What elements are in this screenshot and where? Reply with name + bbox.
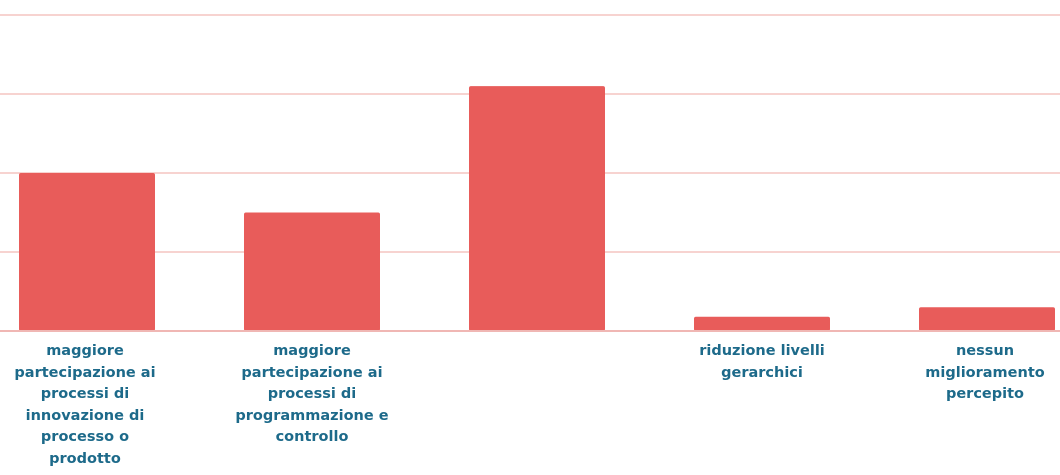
category-label: riduzione livelli gerarchici bbox=[699, 343, 825, 381]
category-label: maggiore partecipazione ai processi di p… bbox=[235, 343, 389, 445]
bar bbox=[694, 316, 830, 331]
bar bbox=[19, 173, 155, 331]
bar bbox=[469, 86, 605, 331]
bars bbox=[19, 86, 1055, 331]
category-label: maggiore partecipazione ai processi di i… bbox=[14, 343, 156, 467]
bar bbox=[244, 212, 380, 331]
bar bbox=[919, 307, 1055, 331]
category-label: nessun miglioramento percepito bbox=[925, 343, 1045, 402]
